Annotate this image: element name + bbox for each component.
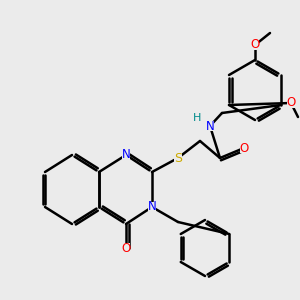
Text: N: N <box>206 119 214 133</box>
Text: O: O <box>122 242 130 254</box>
Text: N: N <box>148 200 156 214</box>
Text: O: O <box>250 38 260 52</box>
Bar <box>148 202 156 212</box>
Text: O: O <box>286 97 296 110</box>
Text: O: O <box>239 142 249 154</box>
Bar <box>206 121 214 131</box>
Bar <box>174 153 182 163</box>
Bar <box>122 243 130 253</box>
Bar <box>122 150 130 160</box>
Text: H: H <box>193 113 201 123</box>
Bar <box>251 40 259 50</box>
Bar <box>193 113 201 123</box>
Text: N: N <box>122 148 130 161</box>
Bar <box>240 143 248 153</box>
Text: S: S <box>174 152 182 164</box>
Bar <box>287 98 295 108</box>
